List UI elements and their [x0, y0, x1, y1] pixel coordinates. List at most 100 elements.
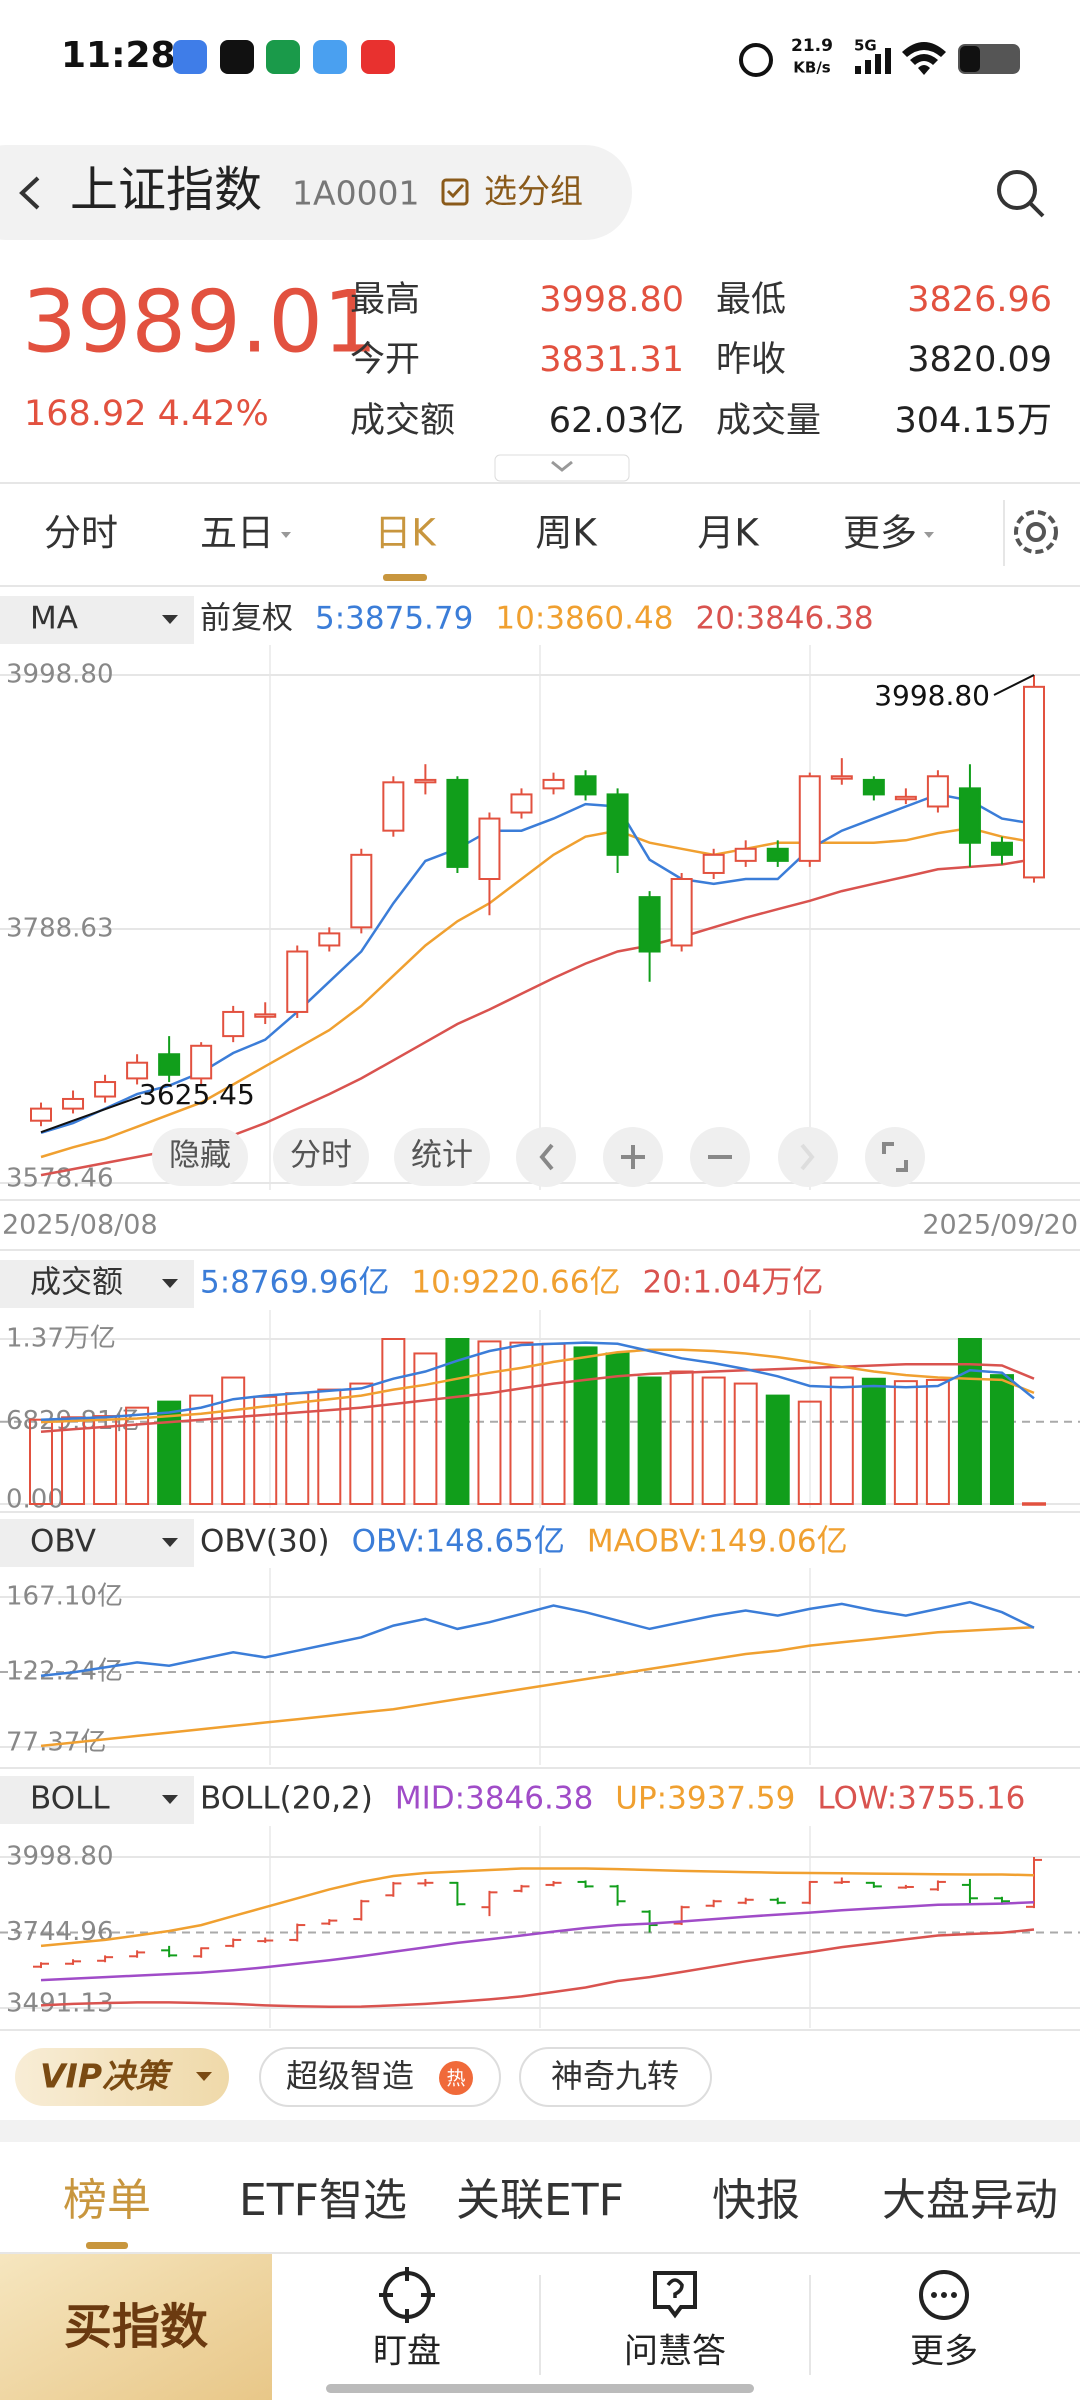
network-type: 5G	[854, 37, 877, 55]
news-tab[interactable]: ETF智选	[239, 2175, 407, 2226]
period-tabs: 分时 五日 日K 周K 月K 更多	[44, 512, 934, 581]
bottom-nav: 盯盘 问慧答 更多	[373, 2332, 978, 2372]
volume-bar	[381, 1338, 406, 1505]
candle-body	[382, 781, 405, 832]
volume-bar	[157, 1400, 182, 1505]
stat-label: 最低	[716, 280, 786, 320]
legend-entry: 5:3875.79	[315, 601, 473, 637]
period-tab[interactable]: 分时	[44, 512, 118, 555]
app-icon	[220, 40, 254, 74]
signal-icon	[855, 48, 891, 74]
nav-label[interactable]: 问慧答	[624, 2332, 726, 2372]
expand-handle[interactable]	[494, 454, 630, 482]
settings-icon[interactable]	[1014, 510, 1058, 554]
app-icon	[173, 40, 207, 74]
chart-button[interactable]	[152, 1128, 248, 1186]
buy-button-label[interactable]: 买指数	[64, 2299, 208, 2355]
tab-underline	[383, 574, 427, 581]
news-tab[interactable]: 关联ETF	[456, 2175, 624, 2226]
panel-label[interactable]: 成交额	[30, 1265, 123, 1301]
stat-label: 今开	[350, 340, 420, 380]
news-tabs: 榜单 ETF智选 关联ETF 快报 大盘异动	[63, 2175, 1058, 2249]
volume-bar	[509, 1341, 534, 1506]
period-tab[interactable]: 五日	[200, 512, 274, 555]
stat-value: 304.15万	[895, 401, 1052, 441]
panel-dropdown	[162, 1279, 178, 1288]
volume-bar	[1022, 1502, 1046, 1506]
news-tab[interactable]: 榜单	[63, 2175, 151, 2226]
panel-label[interactable]: BOLL	[30, 1781, 110, 1817]
nav-label[interactable]: 盯盘	[373, 2332, 441, 2372]
chart-button-label[interactable]: 隐藏	[169, 1138, 231, 1174]
volume-bar	[125, 1406, 150, 1506]
chart-control-icon	[621, 1145, 645, 1169]
period-tab[interactable]: 日K	[374, 512, 437, 555]
volume-bar	[189, 1394, 214, 1505]
chart-button[interactable]	[394, 1128, 490, 1186]
gear-inner	[1026, 522, 1046, 542]
annotation-leader	[40, 1095, 142, 1134]
chip-label[interactable]: 超级智造	[286, 2057, 414, 2095]
app-icon	[361, 40, 395, 74]
y-tick-label: 3788.63	[6, 914, 114, 944]
panel-dropdown	[162, 1538, 178, 1547]
volume-bar	[573, 1346, 598, 1505]
legend-entry: 20:3846.38	[695, 601, 873, 637]
stat-label: 成交量	[716, 401, 821, 441]
stat-value: 3820.09	[907, 340, 1052, 380]
news-tab[interactable]: 快报	[712, 2175, 800, 2226]
candle-body	[414, 778, 437, 784]
stat-value: 3998.80	[539, 280, 684, 320]
panel-label[interactable]: MA	[30, 601, 78, 637]
stat-value: 3826.96	[907, 280, 1052, 320]
panel-label-box	[0, 1519, 194, 1567]
low-annotation: 3625.45	[139, 1078, 255, 1111]
chart-control[interactable]	[516, 1127, 576, 1187]
chart-button-label[interactable]: 分时	[290, 1138, 352, 1174]
back-button[interactable]	[19, 176, 40, 210]
period-tab[interactable]: 更多	[843, 512, 917, 555]
search-handle	[1028, 201, 1045, 218]
vip-chip-label[interactable]: VIP决策	[40, 2057, 173, 2096]
candle-body	[766, 847, 789, 862]
search-icon[interactable]	[997, 170, 1037, 210]
candle-body	[94, 1081, 117, 1098]
news-tab-underline	[86, 2242, 128, 2249]
candle-body	[222, 1010, 245, 1038]
chip[interactable]	[519, 2047, 712, 2107]
candle-body	[158, 1053, 181, 1076]
group-button[interactable]: 选分组	[484, 172, 583, 211]
series-line	[40, 1901, 1035, 1982]
chip-label[interactable]: 神奇九转	[551, 2057, 679, 2095]
period-tab[interactable]: 月K	[697, 512, 760, 555]
candle-body	[350, 853, 373, 929]
news-tab[interactable]: 大盘异动	[882, 2175, 1058, 2226]
panel-label[interactable]: OBV	[30, 1524, 96, 1560]
chip[interactable]	[259, 2047, 501, 2107]
vip-chip[interactable]	[15, 2048, 229, 2106]
panel-name: BOLL(20,2)	[200, 1781, 373, 1817]
series-line	[40, 857, 1035, 1177]
candle-body	[670, 878, 693, 947]
chart-button-label[interactable]: 统计	[411, 1138, 473, 1174]
annotation-leader	[993, 674, 1035, 696]
stat-value: 62.03亿	[549, 401, 684, 441]
more-icon	[919, 2270, 969, 2320]
chart-button[interactable]	[273, 1128, 369, 1186]
checkbox-icon[interactable]	[441, 178, 469, 206]
home-indicator	[326, 2384, 754, 2393]
chart-control[interactable]	[778, 1127, 838, 1187]
nav-label[interactable]: 更多	[910, 2332, 978, 2372]
volume-bar	[317, 1388, 342, 1506]
candle-body	[734, 847, 757, 862]
alarm-icon	[739, 43, 773, 77]
buy-button[interactable]	[0, 2254, 272, 2400]
chart-control[interactable]	[865, 1127, 925, 1187]
x-tick-label: 2025/08/08	[2, 1210, 158, 1241]
volume-bar	[829, 1376, 854, 1506]
legend-entry: 5:8769.96亿	[200, 1265, 389, 1301]
period-tab[interactable]: 周K	[535, 512, 598, 555]
candle-body	[830, 775, 853, 780]
candle-body	[30, 1107, 52, 1122]
